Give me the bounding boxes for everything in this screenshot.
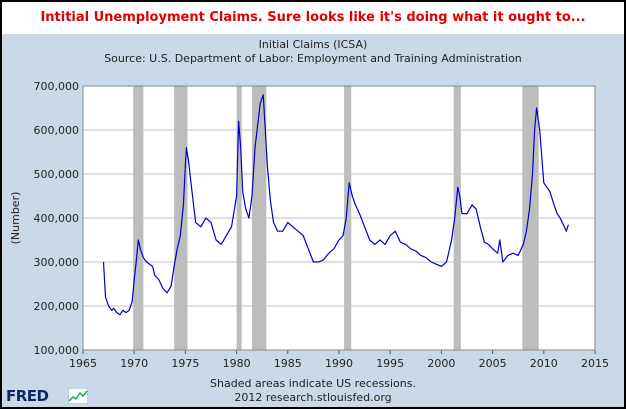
x-tick-label: 1970	[120, 357, 148, 370]
plot-border	[82, 85, 596, 351]
fred-panel: 100,000 200,000 300,000 400,000 500,000 600,0…	[2, 34, 624, 407]
fred-logo-graph-icon	[68, 388, 88, 404]
x-tick-label: 1995	[376, 357, 404, 370]
y-tick-label: 700,000	[34, 80, 80, 93]
y-tick-label: 500,000	[34, 168, 80, 181]
series-line	[102, 94, 569, 316]
headline: Intitial Unemployment Claims. Sure looks…	[40, 10, 586, 25]
y-tick-label: 100,000	[34, 344, 80, 357]
x-tick-label: 1975	[171, 357, 199, 370]
chart-subtitle: Source: U.S. Department of Labor: Employ…	[104, 52, 522, 65]
recession-footnote: Shaded areas indicate US recessions.	[210, 377, 416, 390]
chart-title: Initial Claims (ICSA)	[258, 38, 368, 51]
y-tick-label: 600,000	[34, 124, 80, 137]
source-line: 2012 research.stlouisfed.org	[234, 391, 392, 404]
x-tick-label: 1980	[223, 357, 251, 370]
x-tick-label: 2000	[427, 357, 455, 370]
headline-band: Intitial Unemployment Claims. Sure looks…	[2, 2, 624, 34]
x-tick-label: 1965	[69, 357, 97, 370]
fred-logo: FRED	[6, 387, 49, 405]
x-tick-label: 2005	[479, 357, 507, 370]
y-axis-label: (Number)	[9, 192, 22, 245]
chart-svg: 100,000 200,000 300,000 400,000 500,000 600,0…	[9, 80, 609, 370]
y-tick-label: 400,000	[34, 212, 80, 225]
x-tick-label: 1985	[274, 357, 302, 370]
y-tick-label: 200,000	[34, 300, 80, 313]
x-tick-label: 2010	[530, 357, 558, 370]
x-tick-label: 2015	[581, 357, 609, 370]
y-tick-label: 300,000	[34, 256, 80, 269]
x-tick-label: 1990	[325, 357, 353, 370]
